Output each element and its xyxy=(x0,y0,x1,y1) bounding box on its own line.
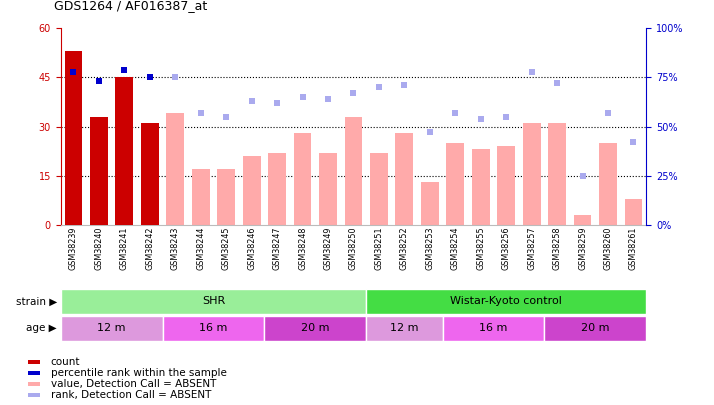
Bar xyxy=(264,316,366,341)
Bar xyxy=(217,169,235,225)
Bar xyxy=(141,123,159,225)
Bar xyxy=(446,143,464,225)
Bar xyxy=(293,133,311,225)
Bar xyxy=(268,153,286,225)
Text: 12 m: 12 m xyxy=(97,324,126,333)
Bar xyxy=(64,51,82,225)
Bar xyxy=(192,169,210,225)
Text: count: count xyxy=(51,357,80,367)
Text: rank, Detection Call = ABSENT: rank, Detection Call = ABSENT xyxy=(51,390,211,401)
Bar xyxy=(366,289,646,314)
Text: 20 m: 20 m xyxy=(581,324,610,333)
Text: Wistar-Kyoto control: Wistar-Kyoto control xyxy=(451,296,562,306)
Bar xyxy=(497,146,515,225)
Text: 16 m: 16 m xyxy=(199,324,228,333)
Bar xyxy=(243,156,261,225)
Bar xyxy=(166,113,184,225)
Bar xyxy=(544,316,646,341)
Bar xyxy=(370,153,388,225)
Bar xyxy=(396,133,413,225)
Text: GDS1264 / AF016387_at: GDS1264 / AF016387_at xyxy=(54,0,207,12)
Bar xyxy=(599,143,617,225)
Text: percentile rank within the sample: percentile rank within the sample xyxy=(51,368,226,378)
Text: SHR: SHR xyxy=(202,296,225,306)
Text: 16 m: 16 m xyxy=(479,324,508,333)
Bar xyxy=(28,371,40,375)
Bar xyxy=(116,77,134,225)
Bar xyxy=(548,123,566,225)
Text: 20 m: 20 m xyxy=(301,324,329,333)
Bar xyxy=(28,393,40,397)
Bar xyxy=(523,123,540,225)
Bar xyxy=(28,382,40,386)
Text: strain ▶: strain ▶ xyxy=(16,296,57,306)
Bar xyxy=(319,153,337,225)
Bar xyxy=(625,198,643,225)
Bar xyxy=(472,149,490,225)
Bar xyxy=(61,289,366,314)
Bar xyxy=(90,117,108,225)
Text: age ▶: age ▶ xyxy=(26,324,57,333)
Bar xyxy=(421,182,438,225)
Bar xyxy=(61,316,163,341)
Bar xyxy=(366,316,443,341)
Bar xyxy=(345,117,362,225)
Bar xyxy=(443,316,544,341)
Bar xyxy=(163,316,264,341)
Bar xyxy=(28,360,40,364)
Bar xyxy=(573,215,591,225)
Text: value, Detection Call = ABSENT: value, Detection Call = ABSENT xyxy=(51,379,216,389)
Text: 12 m: 12 m xyxy=(390,324,418,333)
